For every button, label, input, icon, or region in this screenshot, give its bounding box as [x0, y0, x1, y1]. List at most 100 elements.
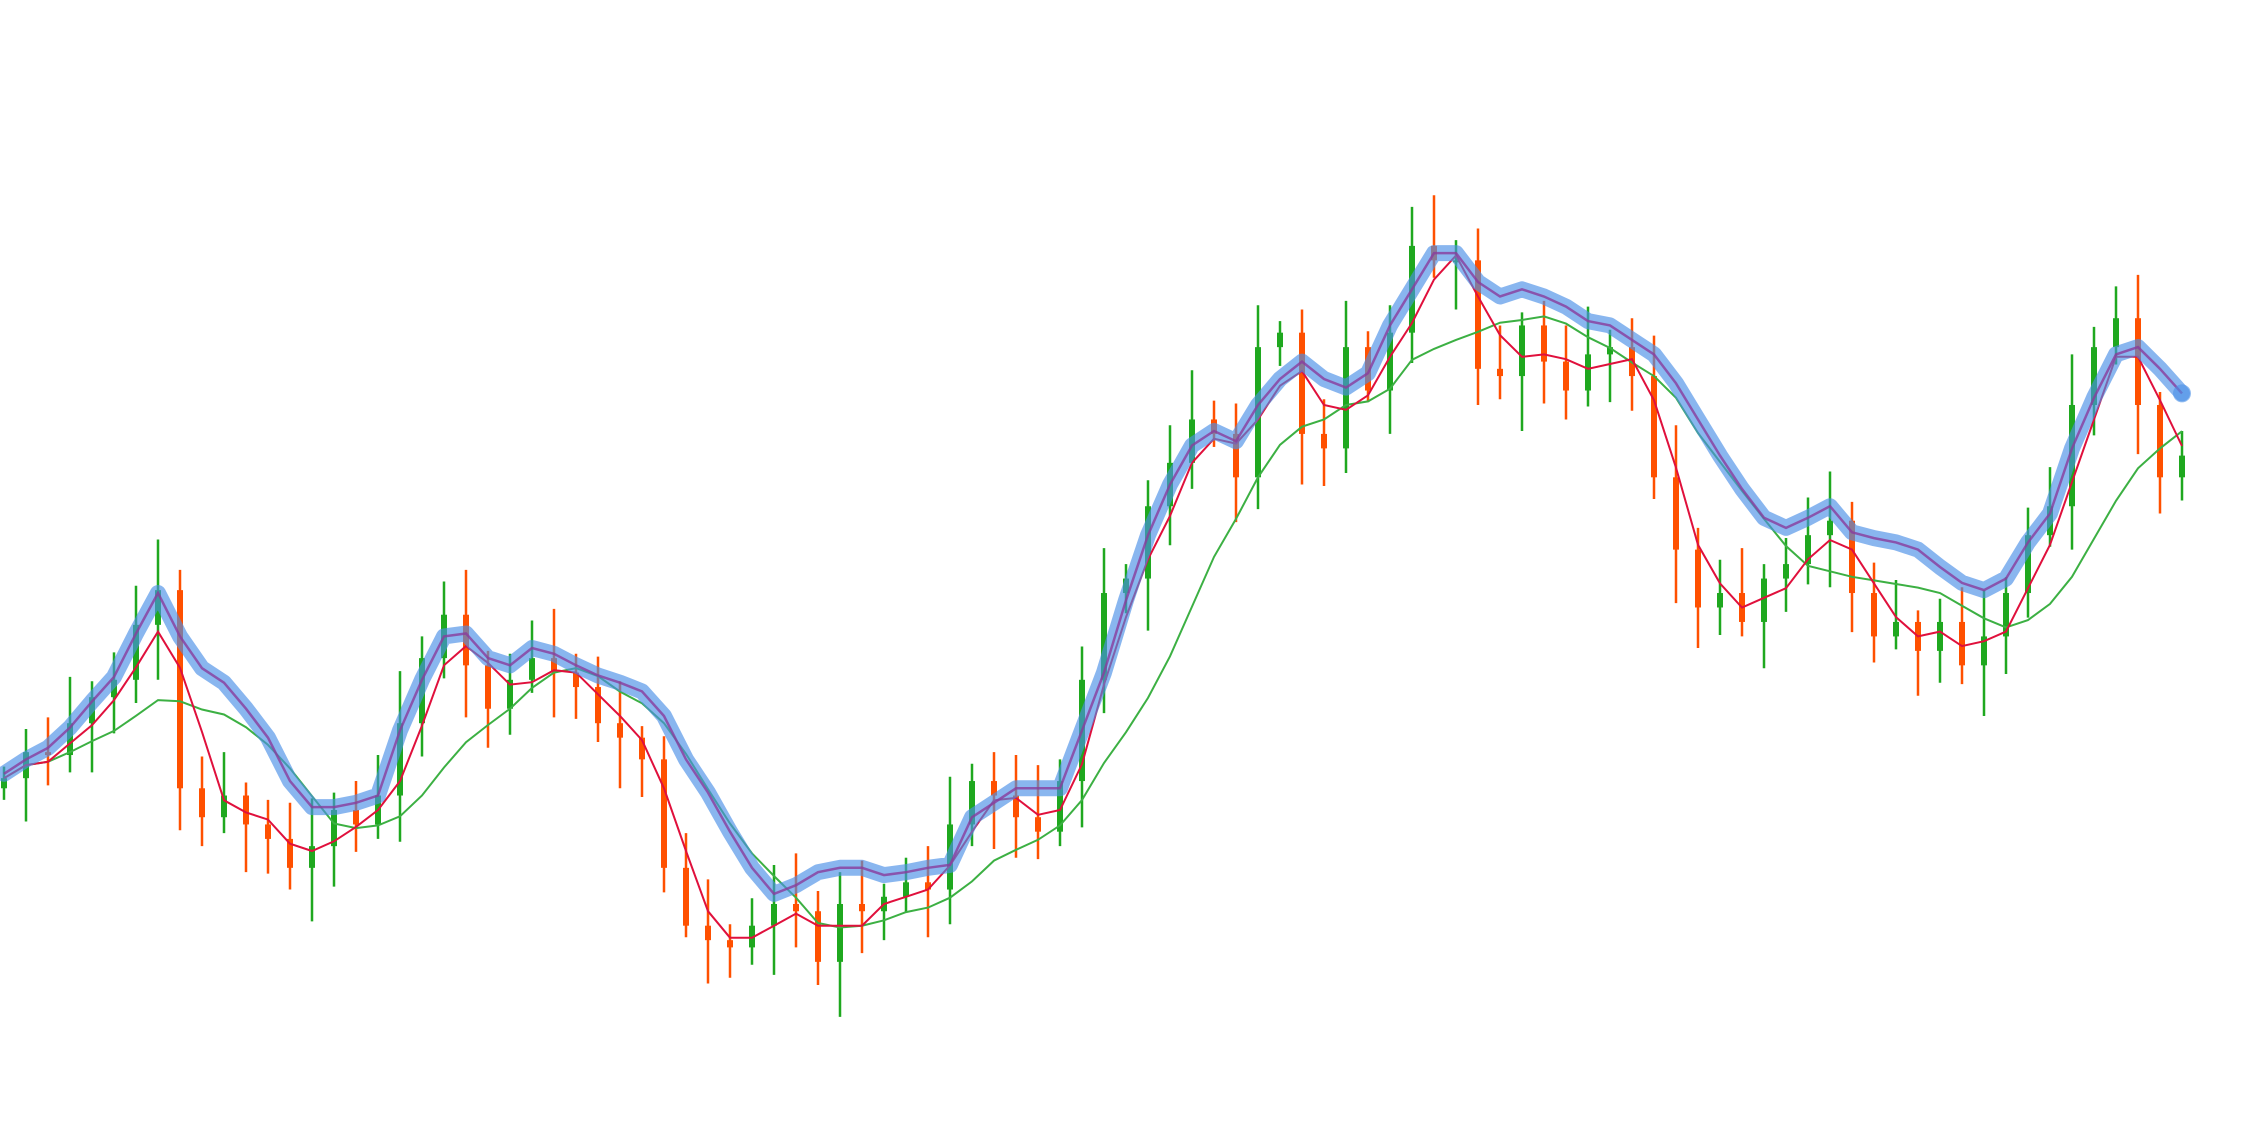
- candle: [1607, 329, 1613, 403]
- candle-body: [1761, 578, 1767, 622]
- candle: [749, 898, 755, 965]
- candle: [1233, 403, 1239, 523]
- candle-body: [705, 925, 711, 941]
- candle-body: [177, 590, 183, 789]
- candle-body: [1321, 433, 1327, 449]
- candle-body: [485, 665, 491, 709]
- candle-body: [793, 904, 799, 912]
- candle-body: [1673, 477, 1679, 550]
- candle-body: [925, 882, 931, 890]
- candle-body: [2135, 318, 2141, 405]
- candle-body: [1299, 332, 1305, 434]
- candle-body: [397, 723, 403, 796]
- candle: [661, 736, 667, 893]
- candle-body: [1717, 593, 1723, 608]
- candle-body: [1387, 332, 1393, 391]
- candle: [1915, 610, 1921, 696]
- candle: [815, 890, 821, 985]
- candle: [1189, 370, 1195, 489]
- candle-body: [1981, 636, 1987, 666]
- candle-body: [243, 795, 249, 825]
- candle-body: [2003, 593, 2009, 637]
- candle: [2157, 391, 2163, 514]
- candle: [199, 756, 205, 847]
- candle: [397, 671, 403, 842]
- candle-body: [683, 867, 689, 926]
- candle-body: [1057, 781, 1063, 832]
- candle: [1937, 598, 1943, 683]
- candle-body: [1607, 347, 1613, 355]
- candle-body: [2157, 404, 2163, 478]
- candles: [1, 195, 2185, 1017]
- candle: [265, 799, 271, 874]
- fast-ma-line: [3, 253, 2183, 939]
- smoothed-line-core: [3, 251, 2183, 896]
- candle-body: [1695, 549, 1701, 608]
- candle: [1959, 587, 1965, 685]
- candle-body: [1805, 535, 1811, 565]
- candle-body: [1475, 260, 1481, 369]
- candle-body: [1937, 621, 1943, 651]
- candle-body: [617, 723, 623, 738]
- candle-body: [353, 809, 359, 825]
- candle: [2179, 431, 2185, 501]
- candle: [1475, 228, 1481, 405]
- candle: [881, 883, 887, 941]
- candle-body: [1, 778, 7, 789]
- candle-body: [133, 624, 139, 680]
- candle: [837, 872, 843, 1017]
- candle: [1783, 538, 1789, 612]
- candle-body: [1013, 795, 1019, 818]
- candle: [617, 681, 623, 789]
- candle: [1563, 325, 1569, 420]
- candle-body: [1519, 325, 1525, 377]
- candle-body: [859, 904, 865, 912]
- candle: [309, 798, 315, 922]
- candle-body: [2179, 455, 2185, 478]
- candle: [485, 650, 491, 748]
- candle-body: [1849, 520, 1855, 594]
- smoothed-line-halo: [0, 245, 2190, 902]
- candle-body: [1277, 332, 1283, 348]
- candle-body: [991, 781, 997, 796]
- candle-body: [1783, 564, 1789, 579]
- candle-body: [1343, 347, 1349, 449]
- candle-body: [331, 809, 337, 847]
- candle: [1013, 755, 1019, 858]
- candle: [177, 569, 183, 831]
- candle: [1717, 559, 1723, 635]
- candle-body: [573, 672, 579, 688]
- candle-body: [1563, 361, 1569, 391]
- candle-body: [199, 788, 205, 818]
- candle: [1761, 564, 1767, 669]
- candle: [2003, 577, 2009, 675]
- candle: [243, 782, 249, 873]
- candle-body: [1893, 621, 1899, 637]
- candle-body: [595, 687, 601, 724]
- candle: [353, 781, 359, 852]
- candle: [287, 802, 293, 890]
- candle: [1827, 471, 1833, 588]
- candle: [551, 608, 557, 718]
- candle-body: [2113, 318, 2119, 348]
- candle-body: [551, 658, 557, 673]
- candle: [221, 752, 227, 834]
- candle-body: [67, 723, 73, 756]
- candle: [1673, 425, 1679, 604]
- candle: [639, 726, 645, 797]
- lines: [0, 245, 2191, 939]
- candle-body: [1497, 368, 1503, 377]
- candle: [1695, 527, 1701, 648]
- candle: [2025, 507, 2031, 618]
- candle-body: [507, 679, 513, 709]
- candle-body: [749, 925, 755, 948]
- candle-body: [639, 737, 645, 760]
- candle-body: [287, 838, 293, 868]
- candle: [1981, 590, 1987, 716]
- candle-body: [969, 781, 975, 825]
- candle: [1739, 548, 1745, 637]
- candle-body: [1651, 376, 1657, 478]
- candle: [705, 879, 711, 984]
- candle-body: [265, 824, 271, 839]
